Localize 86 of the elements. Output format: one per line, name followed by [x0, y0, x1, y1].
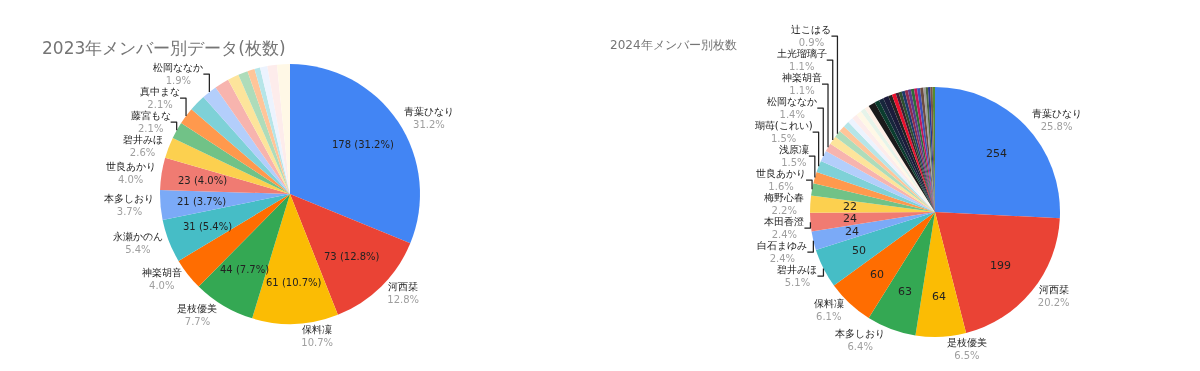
pie-slice	[165, 137, 290, 194]
text: 6.1%	[816, 310, 842, 322]
text: 3.7%	[116, 206, 143, 218]
pie-slice	[160, 189, 290, 220]
pie-slice	[915, 212, 967, 337]
text: 4.0%	[149, 279, 175, 291]
text: 10.7%	[301, 336, 334, 348]
text: 61 (10.7%)	[266, 277, 322, 288]
pie-slice	[191, 97, 290, 194]
slice-label: 是枝優美	[946, 336, 987, 348]
slice-label: 松岡ななか	[767, 96, 818, 108]
text: 1.1%	[789, 85, 815, 97]
text: 2.2%	[771, 205, 797, 217]
text: 0.9%	[798, 37, 825, 49]
slice-label: 土光瑠璃子	[776, 48, 827, 60]
text: 25.8%	[1040, 121, 1073, 133]
slice-label: 永瀬かのん	[112, 230, 163, 242]
text: 50	[852, 244, 866, 257]
chart-title: 2023年メンバー別データ(枚数)	[42, 38, 286, 58]
slice-label: 松岡ななか	[153, 62, 204, 74]
text: 31 (5.4%)	[183, 221, 233, 232]
slice-label: 浅原凜	[778, 144, 809, 156]
text: 24	[845, 225, 859, 238]
text: 60	[870, 268, 884, 281]
text: 1.6%	[768, 181, 794, 193]
pie-slice	[811, 183, 935, 212]
slice-label: 是枝優美	[177, 302, 218, 314]
text: 22	[843, 200, 857, 213]
text: 2.4%	[771, 229, 798, 241]
text: 31.2%	[413, 118, 445, 130]
text: 1.5%	[770, 133, 797, 145]
text: 5.1%	[784, 277, 811, 289]
text: 1.4%	[779, 109, 805, 121]
text: 2024年メンバー別枚数	[610, 38, 737, 52]
text: 254	[986, 147, 1007, 160]
text: 21 (3.7%)	[177, 196, 227, 207]
slice-label: 保料凜	[302, 323, 333, 335]
pie-slice	[816, 160, 935, 212]
slice-label: 保料凜	[813, 297, 844, 309]
pie-slice	[160, 157, 290, 194]
text: 64	[932, 290, 946, 303]
text: 6.4%	[847, 340, 873, 352]
text: 6.5%	[954, 349, 980, 361]
text: 73 (12.8%)	[324, 251, 380, 262]
pie-slice	[162, 194, 290, 261]
text: 20.2%	[1037, 296, 1070, 308]
text: 2.1%	[147, 99, 173, 111]
slice-label: 本田香澄	[764, 216, 805, 228]
slice-label: 神楽胡音	[141, 266, 182, 278]
text: 2.4%	[769, 253, 796, 265]
text: 2.6%	[129, 147, 156, 159]
slice-label: 本多しおり	[835, 327, 886, 339]
slice-label: 本多しおり	[104, 193, 155, 205]
slice-label: 真中まな	[140, 86, 181, 98]
text: 5.4%	[125, 243, 151, 255]
text: 23 (4.0%)	[178, 175, 228, 186]
slice-label: 辻こはる	[791, 24, 832, 36]
text: 1.1%	[789, 61, 815, 73]
slice-label: 白石まゆみ	[757, 240, 808, 252]
text: 4.0%	[117, 174, 144, 186]
pie-slice	[247, 68, 290, 194]
slice-label: 河西栞	[388, 280, 419, 292]
text: 199	[990, 259, 1011, 272]
text: 2.1%	[137, 123, 164, 135]
slice-label: 瑚苺(これい)	[754, 120, 813, 132]
text: 12.8%	[387, 293, 420, 305]
text: 178 (31.2%)	[332, 139, 394, 150]
text: 63	[898, 285, 912, 298]
slice-label: 神楽胡音	[782, 72, 823, 84]
slice-label: 青葉ひなり	[1031, 108, 1082, 120]
pie-slice	[815, 212, 935, 286]
slice-label: 藤宮もな	[130, 110, 171, 122]
slice-label: 世良あかり	[105, 161, 156, 173]
slice-label: 河西栞	[1038, 283, 1069, 295]
slice-label: 世良あかり	[756, 168, 807, 180]
pie-slice	[813, 171, 935, 212]
slice-label: 梅野心春	[763, 192, 805, 204]
slice-label: 青葉ひなり	[403, 105, 454, 117]
pie-slice	[172, 122, 290, 194]
text: 7.7%	[184, 315, 211, 327]
slice-label: 碧井みほ	[777, 264, 818, 276]
text: 1.9%	[165, 75, 192, 87]
text: 1.5%	[781, 157, 807, 169]
slice-label: 碧井みほ	[122, 134, 163, 146]
pie-slice	[238, 71, 290, 194]
text: 24	[843, 212, 857, 225]
